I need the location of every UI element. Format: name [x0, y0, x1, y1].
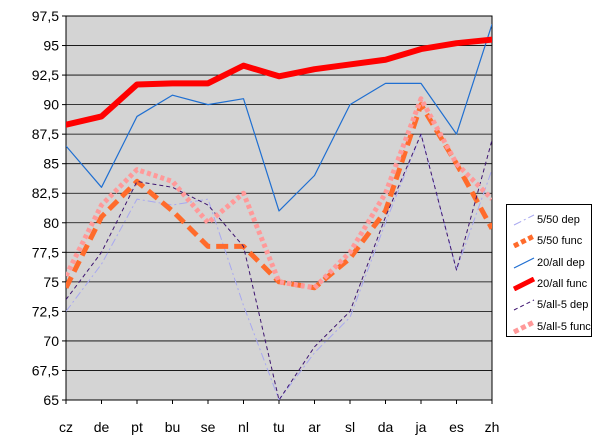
- y-tick-label: 85: [43, 156, 59, 172]
- legend-swatch: [513, 257, 535, 269]
- series-line-5-all-5-dep: [66, 133, 492, 400]
- plot-area: [65, 15, 493, 401]
- y-tick-label: 82,5: [32, 185, 59, 201]
- legend: 5/50 dep 5/50 func 20/all dep 20/all func 5/…: [506, 204, 592, 337]
- legend-label: 5/50 func: [537, 235, 583, 248]
- legend-item: 20/all func: [513, 275, 587, 293]
- x-axis-ticks: cz de pt bu se nl tu ar sl da ja es zh: [59, 400, 499, 435]
- x-tick-label: sl: [345, 419, 355, 435]
- legend-label: 20/all func: [537, 277, 588, 290]
- x-tick-label: pt: [131, 419, 143, 435]
- x-tick-label: ja: [415, 419, 427, 435]
- y-tick-label: 95: [43, 38, 59, 54]
- legend-item: 5/50 dep: [513, 211, 580, 229]
- legend-item: 5/50 func: [513, 232, 582, 250]
- x-tick-label: bu: [165, 419, 181, 435]
- legend-item: 5/all-5 func: [513, 318, 591, 336]
- y-tick-label: 65: [43, 392, 59, 408]
- x-tick-label: de: [94, 419, 110, 435]
- y-tick-label: 67,5: [32, 362, 59, 378]
- x-tick-label: zh: [485, 419, 500, 435]
- y-tick-label: 97,5: [32, 8, 59, 24]
- y-tick-label: 77,5: [32, 244, 59, 260]
- series-line-20-all-func: [66, 36, 492, 128]
- series-line-20-all-dep: [66, 24, 492, 212]
- legend-item: 20/all dep: [513, 254, 585, 272]
- y-tick-label: 92,5: [32, 67, 59, 83]
- series-line-5-all-5-func: [66, 96, 492, 291]
- legend-label: 20/all dep: [537, 256, 585, 269]
- gridlines: [66, 45, 492, 371]
- series-line-5-50-func: [66, 102, 492, 291]
- legend-item: 5/all-5 dep: [513, 296, 588, 314]
- x-tick-label: cz: [59, 419, 73, 435]
- series-lines: [66, 24, 492, 400]
- y-tick-label: 87,5: [32, 126, 59, 142]
- y-tick-label: 70: [43, 333, 59, 349]
- legend-label: 5/all-5 func: [537, 320, 591, 333]
- y-tick-label: 72,5: [32, 303, 59, 319]
- legend-swatch: [513, 276, 535, 291]
- y-tick-label: 80: [43, 215, 59, 231]
- legend-swatch: [513, 299, 535, 311]
- x-tick-label: es: [449, 419, 464, 435]
- x-tick-label: tu: [273, 419, 285, 435]
- legend-swatch: [513, 319, 535, 334]
- x-tick-label: nl: [238, 419, 249, 435]
- x-tick-label: da: [378, 419, 394, 435]
- x-tick-label: se: [201, 419, 216, 435]
- legend-swatch: [513, 234, 535, 249]
- x-tick-label: ar: [308, 419, 321, 435]
- y-axis-ticks: 65 67,5 70 72,5 75 77,5 80 82,5 85 87,5 90 92,5 95 97…: [32, 8, 66, 408]
- y-tick-label: 75: [43, 274, 59, 290]
- legend-swatch: [513, 214, 535, 226]
- legend-label: 5/all-5 dep: [537, 299, 589, 312]
- legend-label: 5/50 dep: [537, 214, 580, 226]
- y-tick-label: 90: [43, 97, 59, 113]
